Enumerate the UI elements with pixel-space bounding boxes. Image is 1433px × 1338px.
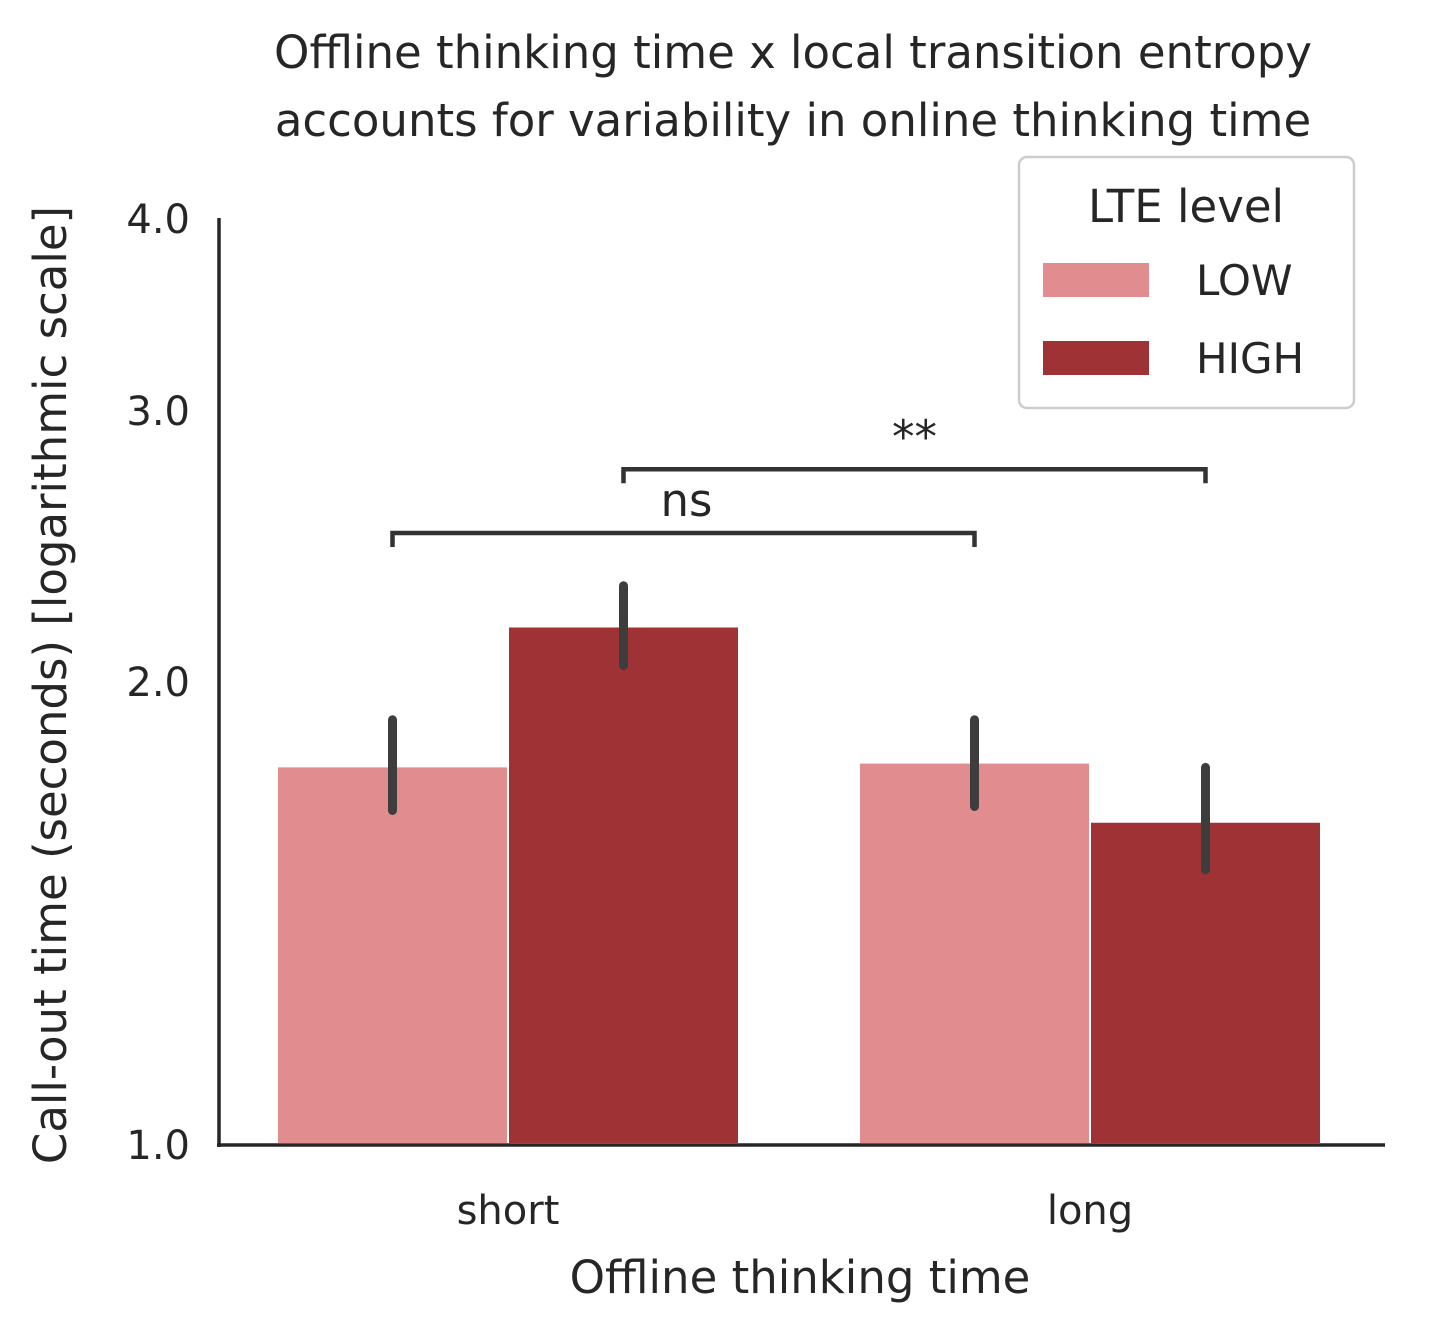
legend-label-high: HIGH — [1196, 334, 1304, 383]
bar-low-long — [860, 763, 1089, 1143]
legend-title: LTE level — [1088, 180, 1284, 233]
significance-annotations: ns ** — [390, 410, 1208, 547]
x-axis-label: Offline thinking time — [570, 1251, 1031, 1304]
y-tick-label: 2.0 — [126, 660, 190, 706]
significance-label: ns — [661, 474, 713, 527]
significance-label: ** — [892, 410, 937, 463]
legend-swatch-low — [1043, 263, 1149, 297]
title-line-2: accounts for variability in online think… — [275, 94, 1311, 147]
legend-swatch-high — [1043, 341, 1149, 375]
chart-title: Offline thinking time x local transition… — [274, 26, 1312, 147]
bar-high-short — [509, 627, 738, 1143]
bar-high-long — [1091, 822, 1320, 1143]
significance-bracket — [390, 530, 977, 547]
legend-items: LOW HIGH — [1043, 256, 1304, 383]
y-tick-label: 4.0 — [126, 197, 190, 243]
legend-label-low: LOW — [1196, 256, 1293, 305]
bar-low-short — [278, 767, 507, 1143]
x-tick-label-short: short — [457, 1188, 560, 1234]
y-tick-labels: 1.0 2.0 3.0 4.0 — [126, 197, 190, 1169]
y-axis-label: Call-out time (seconds) [logarithmic sca… — [24, 206, 77, 1164]
y-tick-label: 1.0 — [126, 1123, 190, 1169]
legend: LTE level LOW HIGH — [1017, 155, 1356, 410]
y-tick-label: 3.0 — [126, 389, 190, 435]
x-tick-label-long: long — [1047, 1188, 1133, 1234]
axes — [217, 218, 1385, 1147]
significance-bracket — [621, 467, 1208, 484]
title-line-1: Offline thinking time x local transition… — [274, 26, 1312, 79]
plot-area — [278, 581, 1320, 1143]
x-tick-labels: short long — [457, 1188, 1134, 1234]
